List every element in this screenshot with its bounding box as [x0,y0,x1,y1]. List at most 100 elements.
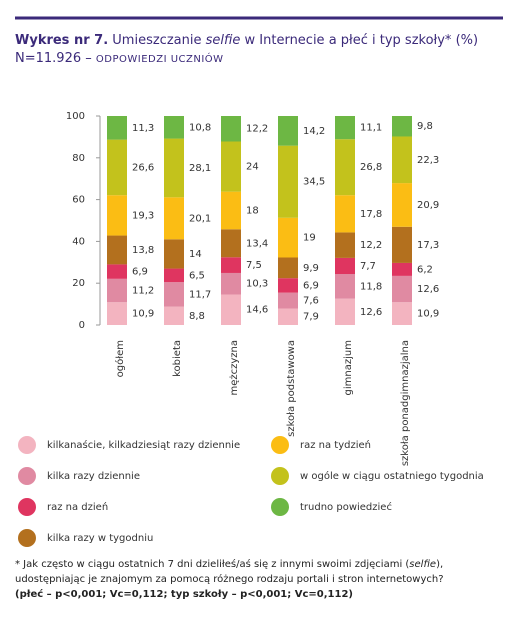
value-label: 19 [303,233,316,244]
bar-segment [392,275,412,303]
title-number: Wykres nr 7. [15,33,109,48]
y-tick-label: 20 [72,278,85,289]
value-label: 10,8 [189,122,211,133]
bar-segment [335,232,355,258]
bar-segment [221,257,241,273]
bar-segment [221,229,241,258]
footnote: * Jak często w ciągu ostatnich 7 dni dzi… [15,557,503,602]
bar-segment [335,298,355,325]
bar-segment [278,116,298,146]
bar-segment [164,282,184,307]
legend-label: kilka razy dziennie [47,471,140,482]
bar-segment [107,139,127,196]
subtitle-note: ODPOWIEDZI UCZNIÓW [95,54,224,65]
legend-label: raz na tydzień [300,439,371,451]
bar-segment [164,197,184,240]
value-label: 26,8 [360,162,382,173]
title-italic: selfie [205,33,241,48]
bar-segment [164,306,184,325]
bar-segment [392,183,412,227]
bar-segment [164,138,184,198]
bar-segment [107,302,127,325]
value-label: 17,8 [360,209,382,220]
value-label: 6,9 [132,267,148,278]
legend-swatch [271,436,289,454]
bar-segment [107,235,127,265]
bar-segment [335,257,355,275]
bar-segment [221,116,241,142]
value-label: 17,3 [417,240,439,251]
value-label: 11,3 [132,123,154,134]
legend-label: raz na dzień [47,501,108,513]
bar-segment [278,278,298,293]
stats: (płeć – p<0,001; Vc=0,112; typ szkoły – … [15,589,353,600]
bar-segment [107,116,127,140]
value-label: 12,6 [417,284,439,295]
bar-segment [278,145,298,218]
bar-segment [107,264,127,279]
question: * Jak często w ciągu ostatnich 7 dni dzi… [15,557,503,587]
x-tick-label: mężczyzna [229,340,240,396]
bar-segment [392,116,412,137]
y-tick-label: 0 [79,320,85,331]
value-label: 19,3 [132,210,154,221]
legend-label: w ogóle w ciągu ostatniego tygodnia [300,470,484,482]
value-label: 11,1 [360,123,382,134]
value-label: 10,3 [246,279,268,290]
value-label: 18 [246,205,259,216]
bar-segment [107,278,127,303]
value-label: 6,5 [189,270,205,281]
value-label: 7,9 [303,312,319,323]
value-label: 10,9 [417,309,439,320]
y-tick-label: 40 [72,236,85,247]
value-label: 9,9 [303,263,319,274]
value-label: 6,9 [303,280,319,291]
bar-segment [278,308,298,325]
bar-segment [392,226,412,263]
bar-segment [107,195,127,236]
bar-segment [221,294,241,325]
legend-label: trudno powiedzieć [300,501,392,513]
value-label: 11,8 [360,281,382,292]
bar-segment [392,302,412,325]
legend-swatch [271,467,289,485]
bar-segment [221,191,241,230]
value-label: 11,2 [132,286,154,297]
legend-swatch [271,498,289,516]
value-label: 8,8 [189,311,205,322]
y-tick-label: 100 [66,111,85,122]
header: Wykres nr 7. Umieszczanie selfie w Inter… [15,32,510,69]
value-label: 7,7 [360,261,376,272]
question-text: * Jak często w ciągu ostatnich 7 dni dzi… [15,559,410,570]
value-label: 12,6 [360,307,382,318]
sample-size: N=11.926 – [15,51,92,66]
bar-segment [335,195,355,233]
title-text: Umieszczanie [112,33,202,48]
bar-segment [335,116,355,140]
bar-segment [164,239,184,269]
y-tick-label: 80 [72,153,85,164]
value-label: 34,5 [303,177,325,188]
x-tick-label: gimnazjum [343,340,354,395]
value-label: 6,2 [417,264,433,275]
bar-segment [221,272,241,295]
value-label: 20,1 [189,213,211,224]
bar-segment [392,262,412,276]
value-label: 14,6 [246,305,268,316]
value-label: 7,6 [303,296,319,307]
value-label: 14 [189,249,202,260]
value-label: 28,1 [189,163,211,174]
x-tick-label: kobieta [172,340,183,377]
value-label: 10,9 [132,309,154,320]
question-text: ), udostępniając je znajomym za pomocą r… [15,559,444,585]
value-label: 24 [246,162,259,173]
x-tick-label: szkoła ponadgimnazjalna [400,340,411,466]
bar-segment [164,116,184,139]
legend-swatch [18,467,36,485]
value-label: 13,4 [246,238,268,249]
value-label: 9,8 [417,121,433,132]
bar-segment [221,141,241,192]
bar-segment [335,274,355,299]
subtitle: N=11.926 – ODPOWIEDZI UCZNIÓW [15,50,510,69]
y-tick-label: 60 [72,195,85,206]
